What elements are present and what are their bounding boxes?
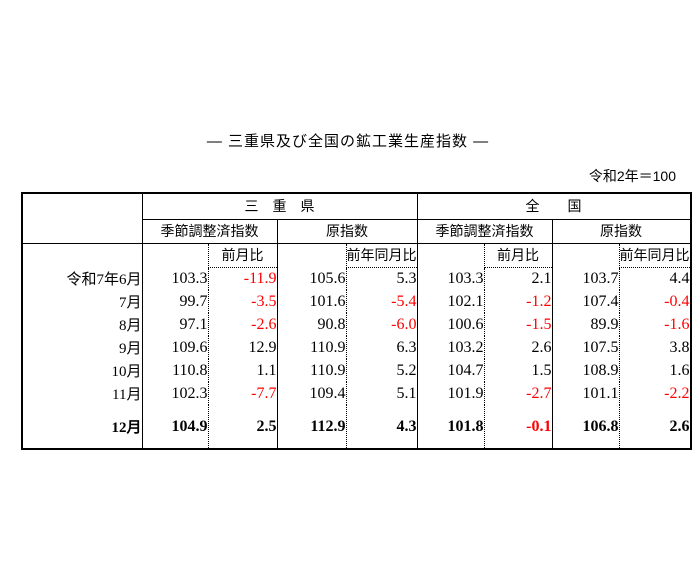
value-cell: 103.7 [551, 267, 619, 290]
corner-cell [22, 193, 143, 244]
value-cell: 105.6 [276, 267, 346, 290]
value-cell: 104.7 [416, 359, 484, 382]
index-type-header-national-seasonal: 季節調整済指数 [416, 219, 552, 244]
index-type-header-mie-seasonal: 季節調整済指数 [141, 219, 277, 244]
value-cell: -0.1 [483, 405, 552, 449]
value-cell: 1.5 [483, 359, 552, 382]
change-header-mie-mom: 前月比 [207, 243, 277, 268]
value-cell: 12.9 [207, 336, 277, 359]
value-cell: 2.6 [618, 405, 691, 449]
value-cell: 104.9 [141, 405, 208, 449]
table-row: 7月 99.7 -3.5 101.6 -5.4 102.1 -1.2 107.4… [22, 290, 691, 313]
value-cell: -2.2 [618, 382, 691, 405]
table-row-change-headers: 前月比 前年同月比 前月比 前年同月比 [22, 243, 691, 268]
table-row: 10月 110.8 1.1 110.9 5.2 104.7 1.5 108.9 … [22, 359, 691, 382]
value-cell: -1.6 [618, 313, 691, 336]
value-cell: -1.2 [483, 290, 552, 313]
value-cell: 90.8 [276, 313, 346, 336]
value-cell: 97.1 [141, 313, 208, 336]
index-type-header-mie-original: 原指数 [276, 219, 417, 244]
table-row-regions: 三 重 県 全 国 [22, 193, 691, 244]
month-cell: 10月 [22, 359, 143, 382]
value-cell: -3.5 [207, 290, 277, 313]
value-cell: 101.1 [551, 382, 619, 405]
index-type-header-national-original: 原指数 [551, 219, 691, 244]
value-cell: 5.1 [345, 382, 417, 405]
change-header-national-yoy: 前年同月比 [618, 243, 691, 268]
month-cell: 8月 [22, 313, 143, 336]
month-cell: 9月 [22, 336, 143, 359]
base-index-note: 令和2年＝100 [588, 168, 676, 184]
value-cell: 110.9 [276, 359, 346, 382]
spacer-cell [551, 243, 619, 267]
value-cell: 103.2 [416, 336, 484, 359]
value-cell: 106.8 [551, 405, 619, 449]
value-cell: 100.6 [416, 313, 484, 336]
value-cell: 109.4 [276, 382, 346, 405]
month-cell: 7月 [22, 290, 143, 313]
value-cell: 99.7 [141, 290, 208, 313]
value-cell: -2.6 [207, 313, 277, 336]
value-cell: 109.6 [141, 336, 208, 359]
value-cell: -7.7 [207, 382, 277, 405]
value-cell: 1.1 [207, 359, 277, 382]
value-cell: 110.9 [276, 336, 346, 359]
production-index-table: 三 重 県 全 国 季節調整済指数 原指数 季節調整済指数 原指数 前月比 前年… [21, 192, 692, 450]
page-title: ― 三重県及び全国の鉱工業生産指数 ― [206, 133, 490, 150]
value-cell: 4.3 [345, 405, 417, 449]
table-row: 11月 102.3 -7.7 109.4 5.1 101.9 -2.7 101.… [22, 382, 691, 405]
row-header-spacer [22, 243, 143, 267]
value-cell: 101.8 [416, 405, 484, 449]
table-row-index-types: 季節調整済指数 原指数 季節調整済指数 原指数 [22, 219, 691, 244]
value-cell: -5.4 [345, 290, 417, 313]
value-cell: 102.1 [416, 290, 484, 313]
change-header-mie-yoy: 前年同月比 [345, 243, 417, 268]
table-row: 8月 97.1 -2.6 90.8 -6.0 100.6 -1.5 89.9 -… [22, 313, 691, 336]
value-cell: 102.3 [141, 382, 208, 405]
value-cell: 6.3 [345, 336, 417, 359]
value-cell: 107.5 [551, 336, 619, 359]
change-header-national-mom: 前月比 [483, 243, 552, 268]
value-cell: -6.0 [345, 313, 417, 336]
value-cell: -2.7 [483, 382, 552, 405]
table-row-latest: 12月 104.9 2.5 112.9 4.3 101.8 -0.1 106.8… [22, 405, 691, 449]
value-cell: 3.8 [618, 336, 691, 359]
value-cell: 108.9 [551, 359, 619, 382]
region-header-mie: 三 重 県 [141, 193, 417, 220]
value-cell: 4.4 [618, 267, 691, 290]
value-cell: 5.3 [345, 267, 417, 290]
spacer-cell [141, 243, 208, 267]
value-cell: 103.3 [416, 267, 484, 290]
spacer-cell [416, 243, 484, 267]
value-cell: 110.8 [141, 359, 208, 382]
value-cell: 2.6 [483, 336, 552, 359]
value-cell: 107.4 [551, 290, 619, 313]
value-cell: 1.6 [618, 359, 691, 382]
value-cell: 112.9 [276, 405, 346, 449]
table-row: 令和7年6月 103.3 -11.9 105.6 5.3 103.3 2.1 1… [22, 267, 691, 290]
value-cell: -1.5 [483, 313, 552, 336]
value-cell: 89.9 [551, 313, 619, 336]
value-cell: 101.9 [416, 382, 484, 405]
month-cell: 11月 [22, 382, 143, 405]
month-cell: 令和7年6月 [22, 267, 143, 290]
region-header-national: 全 国 [416, 193, 691, 220]
value-cell: 101.6 [276, 290, 346, 313]
table-row: 9月 109.6 12.9 110.9 6.3 103.2 2.6 107.5 … [22, 336, 691, 359]
value-cell: 2.5 [207, 405, 277, 449]
month-cell: 12月 [22, 405, 143, 449]
value-cell: 5.2 [345, 359, 417, 382]
value-cell: 103.3 [141, 267, 208, 290]
value-cell: -0.4 [618, 290, 691, 313]
spacer-cell [276, 243, 346, 267]
value-cell: 2.1 [483, 267, 552, 290]
value-cell: -11.9 [207, 267, 277, 290]
